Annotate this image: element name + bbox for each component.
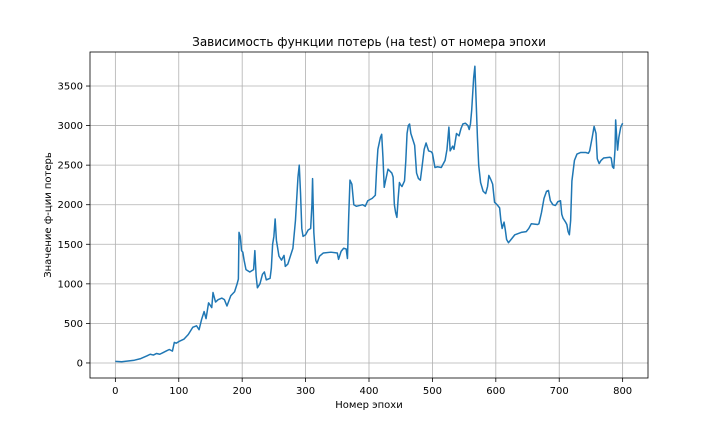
x-tick-label: 700 [550,386,569,397]
y-tick-label: 3500 [58,82,83,93]
y-tick-label: 500 [64,319,83,330]
series-line [115,65,624,363]
x-tick-label: 800 [613,386,632,397]
x-tick-label: 300 [296,386,315,397]
y-tick-label: 3000 [58,121,83,132]
plot-area [115,65,624,363]
chart-title: Зависимость функции потерь (на test) от … [192,35,546,49]
x-tick-label: 500 [423,386,442,397]
y-tick-label: 0 [77,358,83,369]
x-tick-label: 400 [359,386,378,397]
grid [90,52,648,378]
y-axis-label: Значение ф-ции потерь [43,152,54,278]
x-tick-label: 200 [233,386,252,397]
x-tick-label: 0 [112,386,118,397]
axis-ticks: 0 100 200 300 400 500 600 700 800 0 500 1000 1500 200… [58,82,633,397]
x-axis-label: Номер эпохи [335,400,402,411]
x-tick-label: 600 [486,386,505,397]
y-tick-label: 2000 [58,200,83,211]
y-tick-label: 1500 [58,240,83,251]
y-tick-label: 1000 [58,279,83,290]
x-tick-label: 100 [169,386,188,397]
y-tick-label: 2500 [58,161,83,172]
